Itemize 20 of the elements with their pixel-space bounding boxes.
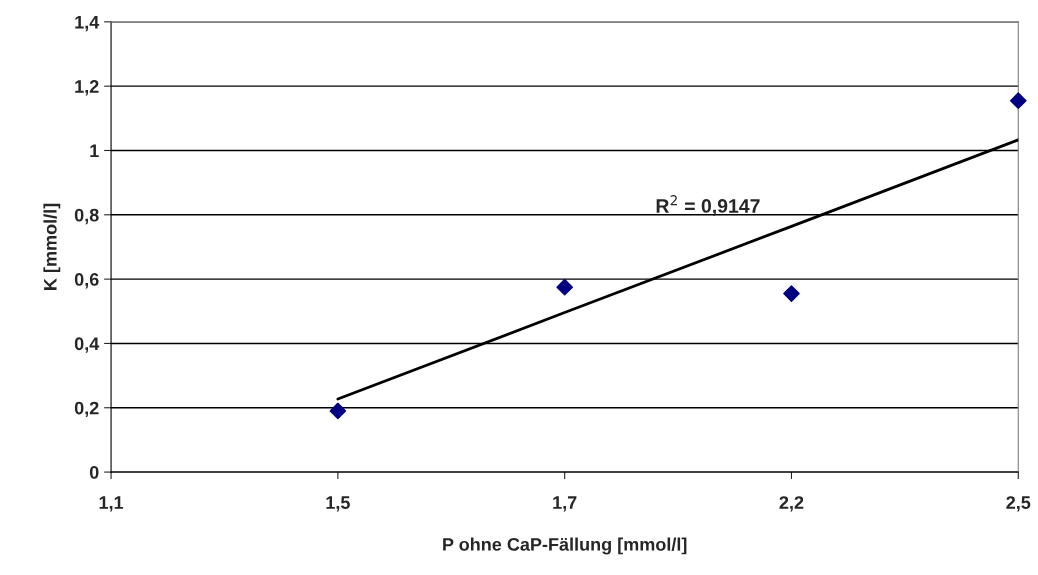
y-tick-label: 1,2: [75, 80, 99, 96]
x-axis-title: P ohne CaP-Fällung [mmol/l]: [443, 537, 687, 555]
x-tick-label: 2,5: [1006, 496, 1031, 512]
x-tick-label: 2,2: [779, 496, 804, 512]
y-axis-title: K [mmol/l]: [43, 203, 61, 290]
point: [1009, 92, 1027, 109]
y-tick-label: 0: [89, 466, 99, 479]
y-tick-label: 0,8: [74, 208, 99, 225]
y-tick-label: 1,4: [75, 15, 100, 32]
x-tick-label: 1,1: [99, 496, 124, 512]
x-tick-label: 1,7: [553, 496, 577, 512]
y-tick-label: 1: [90, 144, 99, 158]
point: [556, 278, 573, 296]
point: [329, 402, 347, 420]
y-tick-label: 0,4: [74, 337, 100, 353]
annotation: R$^{2}$ = 0,9147: [656, 195, 760, 216]
y-tick-label: 0,2: [74, 401, 99, 418]
point: [783, 285, 800, 302]
x-tick-label: 1,5: [326, 496, 350, 512]
y-tick-label: 0,6: [74, 273, 99, 289]
